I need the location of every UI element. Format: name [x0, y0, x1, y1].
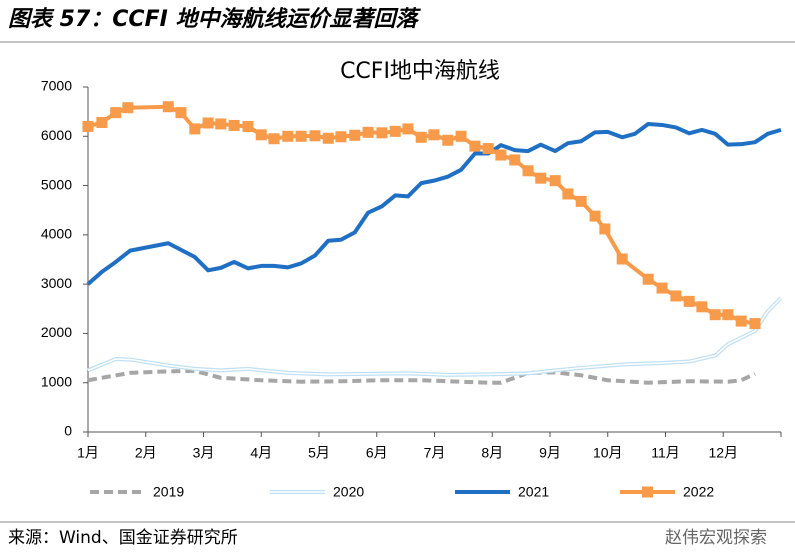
series-marker	[389, 125, 401, 137]
x-tick-label: 12月	[708, 445, 738, 461]
series-marker	[656, 282, 668, 294]
legend-label: 2021	[518, 484, 549, 500]
series-line	[87, 297, 782, 376]
series-marker	[362, 126, 374, 138]
series-marker	[189, 123, 201, 135]
series-marker	[268, 133, 280, 145]
series-line	[87, 368, 756, 385]
header: 图表 57：CCFI 地中海航线运价显著回落	[8, 6, 421, 32]
series-marker	[735, 315, 747, 327]
y-tick-label: 6000	[41, 127, 72, 143]
series-marker	[670, 290, 682, 302]
series-marker	[175, 107, 187, 119]
series-marker	[535, 172, 547, 184]
x-tick-label: 7月	[424, 445, 446, 461]
series-marker	[642, 273, 654, 285]
series-marker	[562, 188, 574, 200]
x-tick-label: 9月	[539, 445, 561, 461]
series-marker	[415, 131, 427, 143]
series-marker	[442, 134, 454, 146]
chart-title: CCFI地中海航线	[340, 59, 500, 84]
series-line	[86, 121, 782, 286]
series-marker	[309, 130, 321, 142]
series-marker	[242, 120, 254, 132]
series-marker	[82, 120, 94, 132]
series-marker	[122, 102, 134, 114]
y-tick-label: 4000	[41, 226, 72, 242]
series-marker	[589, 210, 601, 222]
series-marker	[110, 107, 122, 119]
y-tick-label: 3000	[41, 275, 72, 291]
y-tick-label: 7000	[41, 78, 72, 94]
x-tick-label: 8月	[481, 445, 503, 461]
series-marker	[282, 130, 294, 142]
x-tick-label: 10月	[593, 445, 623, 461]
series-marker	[482, 143, 494, 155]
series-marker	[683, 295, 695, 307]
x-tick-label: 3月	[193, 445, 215, 461]
legend-label: 2022	[683, 484, 714, 500]
y-tick-label: 0	[64, 423, 72, 439]
x-tick-label: 2月	[135, 445, 157, 461]
series-marker	[162, 101, 174, 113]
series-marker	[428, 129, 440, 141]
series-marker	[709, 309, 721, 321]
series-marker	[96, 116, 108, 128]
series-marker	[616, 253, 628, 265]
series-marker	[575, 195, 587, 207]
series-marker	[228, 119, 240, 131]
series-line-outline	[87, 296, 783, 377]
series-marker	[215, 118, 227, 130]
legend-label: 2020	[333, 484, 364, 500]
y-tick-label: 2000	[41, 324, 72, 340]
legend-label: 2019	[153, 484, 184, 500]
source: 来源：Wind、国金证券研究所	[8, 528, 238, 548]
x-tick-label: 11月	[651, 445, 680, 461]
x-tick-label: 6月	[366, 445, 388, 461]
series-marker	[509, 154, 521, 166]
series-marker	[322, 132, 334, 144]
series-marker	[202, 117, 214, 129]
series-marker	[335, 131, 347, 143]
x-tick-label: 5月	[308, 445, 330, 461]
series-marker	[376, 127, 388, 139]
series-marker	[349, 129, 361, 141]
series-marker	[495, 149, 507, 161]
series-marker	[522, 165, 534, 177]
y-tick-label: 1000	[41, 373, 72, 389]
series-marker	[722, 309, 734, 321]
series-marker	[599, 223, 611, 235]
y-tick-label: 5000	[41, 176, 72, 192]
x-tick-label: 1月	[77, 445, 99, 461]
series-marker	[455, 130, 467, 142]
legend-marker	[642, 486, 653, 498]
watermark: 赵伟宏观探索	[665, 528, 767, 548]
series-marker	[255, 129, 267, 141]
series-marker	[469, 140, 481, 152]
x-tick-label: 4月	[250, 445, 272, 461]
series-marker	[549, 175, 561, 187]
series-marker	[696, 301, 708, 313]
series-marker	[402, 123, 414, 135]
series-marker	[295, 130, 307, 142]
series-marker	[749, 318, 761, 330]
